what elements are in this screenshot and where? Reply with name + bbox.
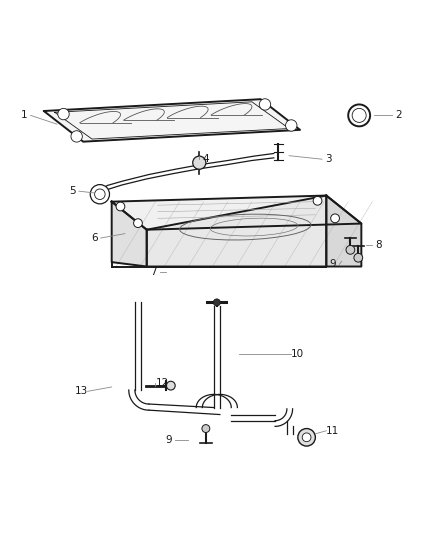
Circle shape [213,299,220,306]
Circle shape [331,214,339,223]
Text: 8: 8 [375,240,382,251]
Polygon shape [44,99,300,142]
Text: 6: 6 [91,233,98,243]
Circle shape [166,381,175,390]
Text: 11: 11 [326,426,339,436]
Circle shape [116,202,125,211]
Text: 2: 2 [395,110,402,120]
Circle shape [95,189,105,199]
Circle shape [298,429,315,446]
Circle shape [90,184,110,204]
Circle shape [259,99,271,110]
Circle shape [346,246,355,254]
Text: 4: 4 [202,154,209,164]
Polygon shape [326,196,361,266]
Circle shape [286,120,297,131]
Circle shape [202,425,210,432]
Polygon shape [147,196,326,266]
Circle shape [193,156,206,169]
Circle shape [134,219,142,228]
Circle shape [58,108,69,120]
Circle shape [352,108,366,123]
Text: 7: 7 [150,266,157,277]
Circle shape [302,433,311,442]
Text: 10: 10 [291,349,304,359]
Circle shape [71,131,82,142]
Polygon shape [112,196,361,230]
Circle shape [348,104,370,126]
Text: 12: 12 [155,377,169,387]
Text: 9: 9 [329,260,336,269]
Text: 9: 9 [165,434,172,445]
Text: 1: 1 [21,110,28,120]
Text: 3: 3 [325,154,332,164]
Text: 5: 5 [69,186,76,196]
Circle shape [313,197,322,205]
Polygon shape [112,201,147,266]
Circle shape [354,253,363,262]
Text: 13: 13 [74,386,88,397]
